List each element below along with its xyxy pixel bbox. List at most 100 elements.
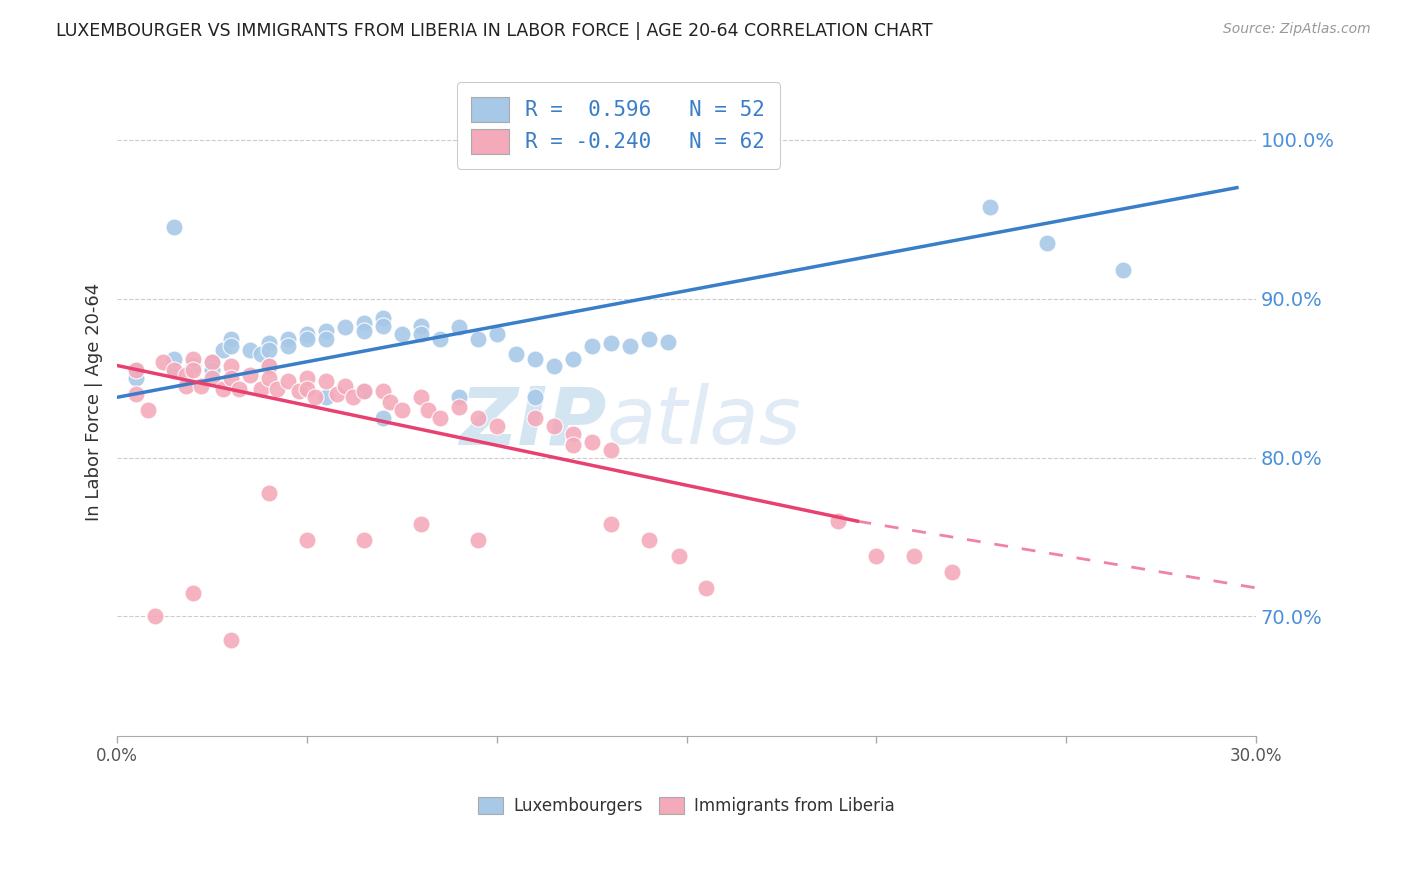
Point: [599, 442, 621, 457]
Point: [250, 382, 273, 396]
Point: [266, 382, 288, 396]
Point: [219, 332, 242, 346]
Point: [174, 368, 197, 382]
Point: [288, 384, 311, 398]
Point: [163, 363, 186, 377]
Point: [163, 352, 186, 367]
Point: [561, 438, 583, 452]
Point: [409, 326, 432, 341]
Point: [353, 316, 375, 330]
Point: [315, 332, 337, 346]
Point: [342, 390, 364, 404]
Point: [333, 320, 356, 334]
Point: [391, 403, 413, 417]
Point: [941, 565, 963, 579]
Point: [619, 339, 641, 353]
Point: [212, 343, 235, 357]
Point: [599, 517, 621, 532]
Point: [136, 403, 159, 417]
Point: [152, 355, 174, 369]
Point: [391, 326, 413, 341]
Point: [163, 220, 186, 235]
Point: [219, 633, 242, 648]
Point: [295, 332, 318, 346]
Point: [523, 390, 546, 404]
Point: [174, 379, 197, 393]
Point: [979, 200, 1001, 214]
Point: [657, 334, 679, 349]
Point: [250, 347, 273, 361]
Point: [523, 352, 546, 367]
Point: [257, 485, 280, 500]
Point: [485, 418, 508, 433]
Point: [353, 324, 375, 338]
Point: [295, 326, 318, 341]
Point: [903, 549, 925, 563]
Text: atlas: atlas: [607, 383, 801, 461]
Point: [295, 371, 318, 385]
Point: [668, 549, 690, 563]
Point: [190, 379, 212, 393]
Point: [827, 514, 849, 528]
Point: [239, 343, 262, 357]
Y-axis label: In Labor Force | Age 20-64: In Labor Force | Age 20-64: [86, 283, 103, 521]
Point: [257, 359, 280, 373]
Point: [371, 384, 394, 398]
Point: [865, 549, 887, 563]
Point: [467, 411, 489, 425]
Point: [181, 363, 204, 377]
Point: [212, 382, 235, 396]
Point: [201, 363, 224, 377]
Point: [1112, 263, 1135, 277]
Point: [695, 581, 717, 595]
Point: [125, 363, 148, 377]
Point: [304, 390, 326, 404]
Point: [637, 533, 659, 548]
Point: [181, 359, 204, 373]
Point: [637, 332, 659, 346]
Point: [599, 336, 621, 351]
Point: [201, 355, 224, 369]
Point: [277, 332, 299, 346]
Point: [181, 585, 204, 599]
Point: [125, 371, 148, 385]
Point: [143, 609, 166, 624]
Legend: Luxembourgers, Immigrants from Liberia: Luxembourgers, Immigrants from Liberia: [471, 790, 901, 822]
Text: ZIP: ZIP: [460, 383, 607, 461]
Point: [277, 375, 299, 389]
Point: [257, 336, 280, 351]
Point: [485, 326, 508, 341]
Point: [409, 517, 432, 532]
Point: [353, 384, 375, 398]
Point: [353, 384, 375, 398]
Point: [380, 395, 402, 409]
Point: [277, 339, 299, 353]
Point: [543, 359, 565, 373]
Point: [163, 363, 186, 377]
Point: [353, 533, 375, 548]
Point: [561, 352, 583, 367]
Point: [219, 339, 242, 353]
Point: [333, 379, 356, 393]
Point: [371, 411, 394, 425]
Point: [543, 418, 565, 433]
Point: [295, 533, 318, 548]
Point: [257, 371, 280, 385]
Point: [581, 434, 603, 449]
Point: [201, 371, 224, 385]
Point: [315, 324, 337, 338]
Point: [371, 318, 394, 333]
Point: [447, 390, 470, 404]
Text: LUXEMBOURGER VS IMMIGRANTS FROM LIBERIA IN LABOR FORCE | AGE 20-64 CORRELATION C: LUXEMBOURGER VS IMMIGRANTS FROM LIBERIA …: [56, 22, 932, 40]
Point: [561, 426, 583, 441]
Point: [257, 343, 280, 357]
Point: [429, 332, 451, 346]
Point: [219, 359, 242, 373]
Point: [409, 390, 432, 404]
Point: [418, 403, 440, 417]
Point: [581, 339, 603, 353]
Point: [219, 371, 242, 385]
Point: [201, 355, 224, 369]
Point: [1036, 236, 1059, 251]
Point: [447, 320, 470, 334]
